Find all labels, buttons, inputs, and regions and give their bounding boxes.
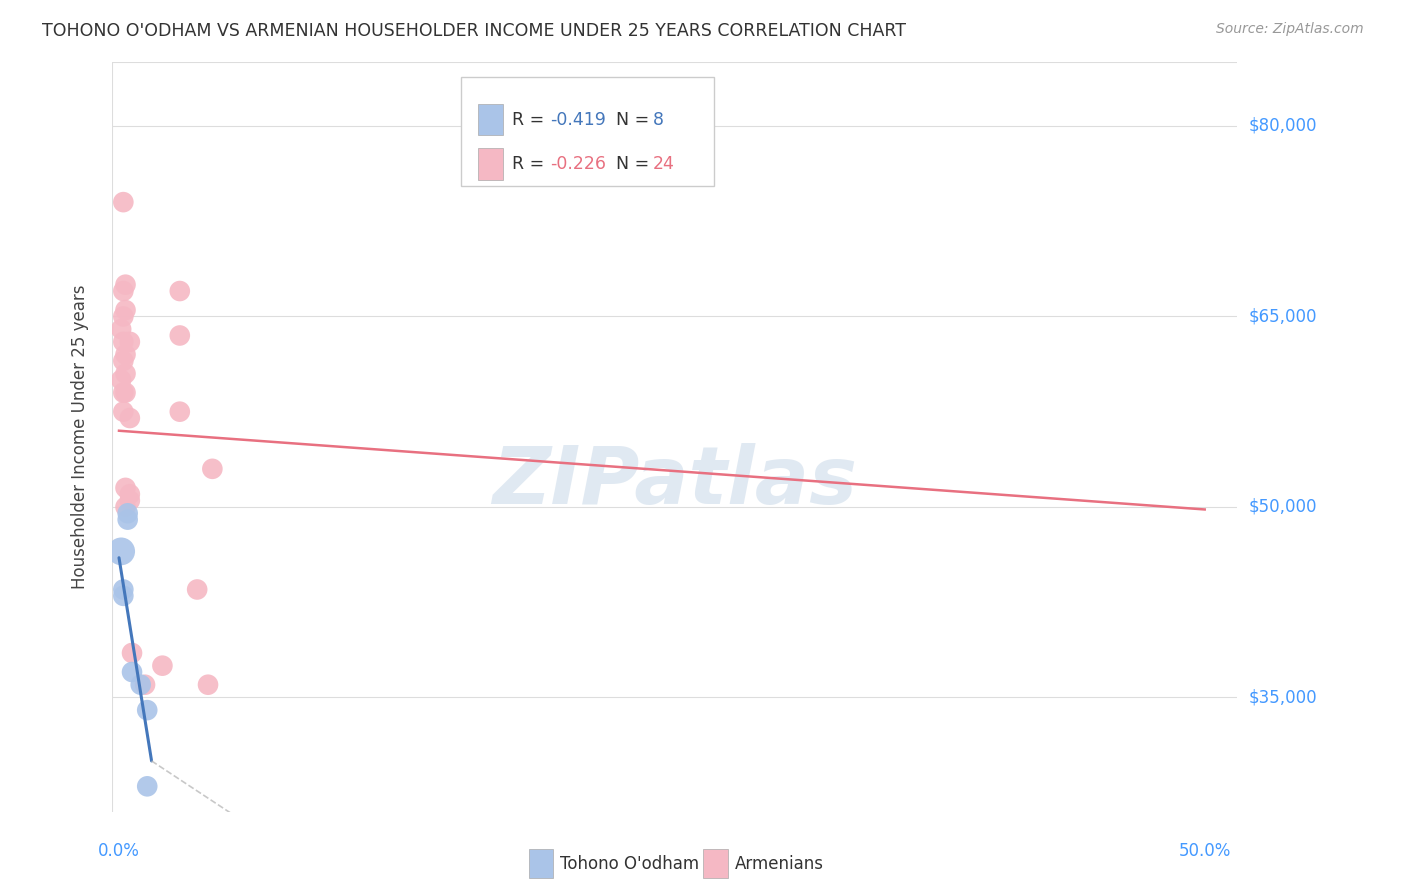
Point xyxy=(114,367,136,381)
Bar xyxy=(703,849,728,878)
Point xyxy=(110,544,132,558)
Text: $80,000: $80,000 xyxy=(1249,117,1317,135)
Point xyxy=(114,347,136,361)
Point xyxy=(136,780,159,794)
Point xyxy=(169,405,191,419)
Point xyxy=(121,646,143,660)
Point xyxy=(114,481,136,495)
Point xyxy=(118,411,141,425)
Point xyxy=(114,303,136,318)
Text: Tohono O'odham: Tohono O'odham xyxy=(560,855,699,873)
Point xyxy=(114,500,136,514)
Point xyxy=(118,334,141,349)
Point xyxy=(112,354,135,368)
FancyBboxPatch shape xyxy=(461,78,714,186)
Text: N =: N = xyxy=(616,155,655,173)
Point xyxy=(136,703,159,717)
Point xyxy=(112,284,135,298)
Point xyxy=(201,462,224,476)
Text: 8: 8 xyxy=(652,111,664,128)
Point xyxy=(134,678,156,692)
Text: 24: 24 xyxy=(652,155,675,173)
Text: 50.0%: 50.0% xyxy=(1178,842,1230,860)
Text: TOHONO O'ODHAM VS ARMENIAN HOUSEHOLDER INCOME UNDER 25 YEARS CORRELATION CHART: TOHONO O'ODHAM VS ARMENIAN HOUSEHOLDER I… xyxy=(42,22,907,40)
Point xyxy=(114,385,136,400)
Point xyxy=(118,493,141,508)
Point xyxy=(110,322,132,336)
Point xyxy=(118,487,141,501)
Point xyxy=(129,678,152,692)
Text: Source: ZipAtlas.com: Source: ZipAtlas.com xyxy=(1216,22,1364,37)
Point xyxy=(117,506,139,520)
Text: $50,000: $50,000 xyxy=(1249,498,1317,516)
Text: $65,000: $65,000 xyxy=(1249,308,1317,326)
Point xyxy=(121,665,143,679)
Point xyxy=(169,284,191,298)
Bar xyxy=(529,849,554,878)
Point xyxy=(112,582,135,597)
Point xyxy=(114,277,136,292)
Point xyxy=(152,658,174,673)
Point xyxy=(186,582,208,597)
Point xyxy=(112,385,135,400)
Point xyxy=(112,310,135,324)
Text: -0.419: -0.419 xyxy=(550,111,606,128)
Text: 0.0%: 0.0% xyxy=(98,842,141,860)
Y-axis label: Householder Income Under 25 years: Householder Income Under 25 years xyxy=(70,285,89,590)
Text: -0.226: -0.226 xyxy=(550,155,606,173)
Text: N =: N = xyxy=(616,111,655,128)
Bar xyxy=(478,148,503,180)
Text: R =: R = xyxy=(512,155,550,173)
Text: R =: R = xyxy=(512,111,550,128)
Text: Armenians: Armenians xyxy=(734,855,824,873)
Point xyxy=(110,373,132,387)
Point xyxy=(112,334,135,349)
Point xyxy=(112,405,135,419)
Point xyxy=(117,513,139,527)
Point xyxy=(169,328,191,343)
Point xyxy=(112,589,135,603)
Text: ZIPatlas: ZIPatlas xyxy=(492,443,858,521)
Point xyxy=(197,678,219,692)
Text: $35,000: $35,000 xyxy=(1249,689,1317,706)
Point xyxy=(112,195,135,210)
Bar xyxy=(478,103,503,136)
